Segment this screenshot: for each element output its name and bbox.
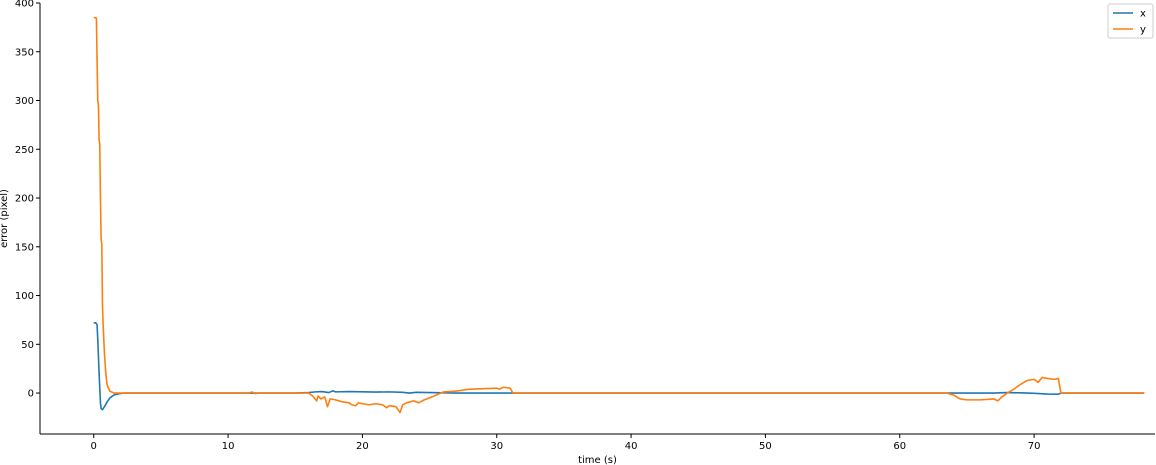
y-tick-label: 150 <box>15 242 34 253</box>
x-axis-label: time (s) <box>578 455 617 465</box>
x-tick-label: 10 <box>222 441 235 452</box>
x-tick-label: 50 <box>759 441 772 452</box>
x-tick-label: 40 <box>625 441 638 452</box>
series-line-y <box>93 16 1145 414</box>
y-tick-label: 100 <box>15 291 34 302</box>
y-ticks: 0 50 100 150 200 250 300 350 400 <box>15 0 40 400</box>
y-tick-label: 350 <box>15 47 34 58</box>
y-tick-label: 400 <box>15 0 34 10</box>
y-tick-label: 300 <box>15 96 34 107</box>
x-tick-label: 60 <box>893 441 906 452</box>
axes <box>39 3 1155 435</box>
x-ticks: 01020304050607080 <box>91 434 1041 452</box>
legend-box <box>1107 3 1154 39</box>
y-tick-label: 200 <box>15 194 34 205</box>
legend-label-x: x <box>1140 9 1146 20</box>
y-tick-label: 50 <box>21 340 34 351</box>
plot-lines <box>93 16 1145 414</box>
x-tick-label: 20 <box>356 441 369 452</box>
legend: xy <box>1107 3 1154 39</box>
y-tick-label: 250 <box>15 145 34 156</box>
x-tick-label: 0 <box>91 441 97 452</box>
y-tick-label: 0 <box>28 389 34 400</box>
y-axis-label: error (pixel) <box>0 189 10 248</box>
x-tick-label: 30 <box>490 441 503 452</box>
legend-label-y: y <box>1140 25 1146 36</box>
series-line-x <box>93 322 1145 411</box>
x-tick-label: 70 <box>1028 441 1041 452</box>
